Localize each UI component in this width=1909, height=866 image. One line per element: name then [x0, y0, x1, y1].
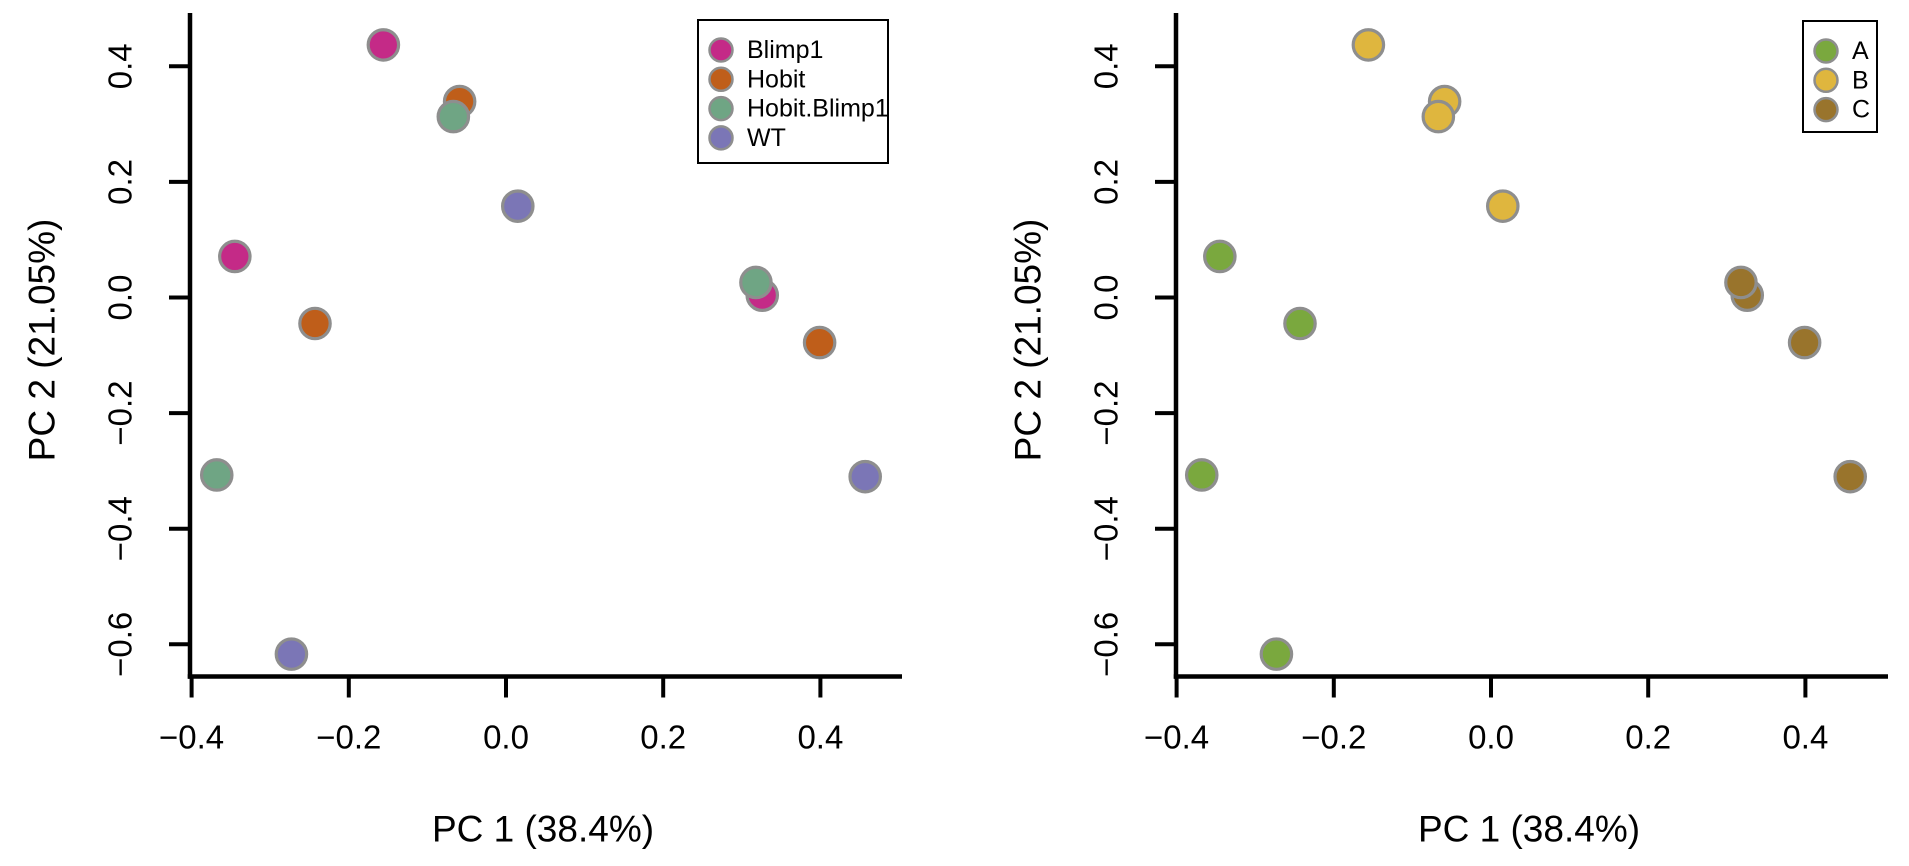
y-tick-label: −0.6 [1088, 612, 1125, 677]
data-point-Hobit.Blimp1 [739, 265, 773, 300]
legend-label-Hobit.Blimp1: Hobit.Blimp1 [747, 95, 889, 123]
data-point-C [1833, 459, 1868, 494]
legend-swatch-A [1813, 38, 1839, 64]
legend-swatch-Hobit [708, 66, 734, 93]
legend-label-A: A [1852, 37, 1869, 65]
y-tick-label: −0.6 [102, 612, 139, 677]
legend-swatch-WT [708, 125, 734, 151]
data-point-Hobit.Blimp1 [436, 99, 471, 134]
data-point-A [1283, 306, 1317, 341]
y-tick-label: −0.2 [1088, 381, 1125, 446]
x-tick-label: 0.2 [640, 719, 686, 756]
x-tick-label: 0.0 [1468, 719, 1514, 756]
y-tick-label: −0.4 [1088, 496, 1125, 561]
legend-swatch-B [1813, 67, 1839, 94]
data-point-C [1724, 265, 1758, 300]
pca-plot-left: −0.4 −0.2 0.0 0.2 0.4 0.4 0.2 0.0 −0.2 −0.4 −0.6 Bl… [102, 13, 902, 756]
data-point-A [1203, 239, 1237, 274]
data-point-WT [274, 637, 309, 671]
x-tick-label: 0.4 [1782, 719, 1828, 756]
data-point-B [1351, 28, 1386, 62]
y-tick-label: 0.0 [102, 275, 139, 321]
legend-label-B: B [1852, 66, 1869, 94]
x-tick-label: −0.4 [1144, 719, 1209, 756]
data-point-B [1421, 99, 1456, 134]
legend-label-WT: WT [747, 124, 786, 152]
data-point-Hobit [802, 325, 837, 360]
data-point-A [1184, 458, 1219, 492]
y-tick-label: 0.4 [102, 43, 139, 89]
x-axis-title-right: PC 1 (38.4%) [1418, 809, 1640, 850]
y-tick-label: 0.2 [1088, 159, 1125, 205]
x-tick-label: −0.2 [316, 719, 381, 756]
x-axis-title-left: PC 1 (38.4%) [432, 809, 654, 850]
x-tick-label: 0.4 [797, 719, 843, 756]
legend-swatch-C [1813, 96, 1839, 123]
legend-label-Blimp1: Blimp1 [747, 36, 823, 64]
data-point-WT [500, 189, 535, 223]
data-point-C [1787, 325, 1822, 360]
y-axis-title-right: PC 2 (21.05%) [1008, 219, 1049, 462]
legend-swatch-Hobit.Blimp1 [708, 95, 734, 122]
data-point-Hobit [298, 306, 332, 341]
y-tick-label: −0.2 [102, 381, 139, 446]
y-tick-label: −0.4 [102, 496, 139, 561]
y-axis-title-left: PC 2 (21.05%) [22, 219, 63, 462]
data-point-Blimp1 [366, 28, 401, 62]
y-tick-label: 0.0 [1088, 275, 1125, 321]
legend-label-C: C [1852, 96, 1870, 124]
y-tick-label: 0.2 [102, 159, 139, 205]
legend-swatch-Blimp1 [708, 37, 734, 63]
y-tick-label: 0.4 [1088, 43, 1125, 89]
pca-plot-right: −0.4 −0.2 0.0 0.2 0.4 0.4 0.2 0.0 −0.2 −0.4 −0.6 AB… [1088, 13, 1888, 756]
x-tick-label: 0.2 [1625, 719, 1671, 756]
x-tick-label: −0.2 [1301, 719, 1366, 756]
x-tick-label: −0.4 [159, 719, 224, 756]
data-point-Hobit.Blimp1 [199, 458, 234, 492]
data-point-A [1259, 637, 1294, 671]
x-tick-label: 0.0 [483, 719, 529, 756]
data-point-Blimp1 [218, 239, 252, 274]
legend-label-Hobit: Hobit [747, 65, 805, 93]
data-point-B [1485, 189, 1520, 223]
data-point-WT [848, 459, 883, 494]
